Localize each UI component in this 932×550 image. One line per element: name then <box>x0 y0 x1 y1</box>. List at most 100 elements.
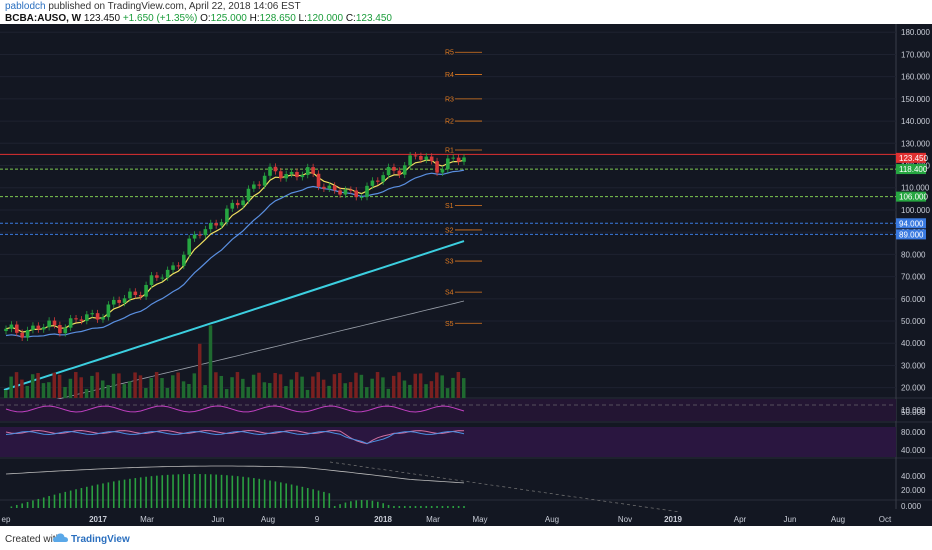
volume-bar-36 <box>198 344 202 398</box>
volume-bar-49 <box>268 383 272 398</box>
volume-bar-13 <box>74 372 78 398</box>
candle-body-20 <box>112 300 116 305</box>
volume-bar-74 <box>403 381 407 398</box>
histogram-bar-15 <box>86 487 88 508</box>
candle-body-61 <box>333 186 337 191</box>
symbol-name[interactable]: BCBA:AUSO, W <box>5 13 81 24</box>
macd-tick-1: 20.000 <box>901 486 926 495</box>
candle-body-4 <box>26 330 30 338</box>
histogram-bar-17 <box>97 485 99 508</box>
candle-body-58 <box>317 174 321 187</box>
volume-bar-76 <box>414 374 418 398</box>
x-tick-11: 2019 <box>664 515 682 524</box>
y-tick-140: 140.000 <box>901 117 930 126</box>
candle-body-74 <box>403 165 407 174</box>
histogram-bar-45 <box>248 477 250 508</box>
candle-body-69 <box>376 181 380 182</box>
pivot-label-S5: S5 <box>445 321 454 328</box>
x-tick-7: Mar <box>426 515 440 524</box>
volume-bar-52 <box>284 386 288 398</box>
x-tick-12: Apr <box>734 515 747 524</box>
histogram-bar-65 <box>355 500 357 508</box>
volume-bar-27 <box>149 378 153 398</box>
histogram-bar-78 <box>425 506 427 508</box>
candle-body-48 <box>263 176 267 186</box>
volume-bar-60 <box>327 386 331 398</box>
histogram-bar-18 <box>102 483 104 508</box>
histogram-bar-77 <box>420 506 422 508</box>
volume-bar-16 <box>90 376 94 398</box>
x-tick-13: Jun <box>784 515 797 524</box>
candle-body-18 <box>101 317 105 319</box>
volume-bar-15 <box>85 389 89 398</box>
histogram-bar-12 <box>70 491 72 508</box>
x-tick-14: Aug <box>831 515 845 524</box>
histogram-bar-68 <box>372 501 374 508</box>
publish-info: pablodch published on TradingView.com, A… <box>5 1 301 13</box>
volume-bar-31 <box>171 375 175 398</box>
publish-text: published on TradingView.com, April 22, … <box>46 1 301 12</box>
chart-canvas[interactable]: 10.000 20.000 30.000 40.000 50.000 60.000 70.0… <box>0 24 932 526</box>
histogram-bar-42 <box>232 476 234 508</box>
candle-body-33 <box>182 255 186 266</box>
volume-bar-51 <box>279 374 283 398</box>
candle-body-52 <box>284 174 288 178</box>
candle-body-19 <box>107 305 111 318</box>
histogram-bar-1 <box>11 506 13 508</box>
low-label: L: <box>299 13 307 24</box>
histogram-bar-71 <box>388 505 390 508</box>
candle-body-79 <box>430 157 434 162</box>
histogram-bar-57 <box>312 489 314 508</box>
histogram-bar-60 <box>328 493 330 508</box>
candle-body-10 <box>58 325 62 333</box>
author-link[interactable]: pablodch <box>5 1 46 12</box>
price-label-2: 106.000 <box>899 193 928 202</box>
volume-bar-41 <box>225 389 229 398</box>
x-tick-9: Aug <box>545 515 559 524</box>
candle-body-50 <box>274 167 278 172</box>
candle-body-77 <box>419 156 423 160</box>
histogram-bar-51 <box>280 482 282 508</box>
candle-body-36 <box>198 235 202 236</box>
volume-bar-14 <box>79 377 83 398</box>
pivot-label-S1: S1 <box>445 203 454 210</box>
candle-body-47 <box>257 184 261 185</box>
histogram-bar-48 <box>264 480 266 508</box>
candle-body-80 <box>435 161 439 172</box>
histogram-bar-84 <box>458 506 460 508</box>
tradingview-brand[interactable]: TradingView <box>71 534 130 545</box>
y-tick-60: 60.000 <box>901 295 926 304</box>
histogram-bar-8 <box>48 496 50 508</box>
volume-bar-73 <box>397 372 401 398</box>
y-tick-160: 160.000 <box>901 73 930 82</box>
histogram-bar-80 <box>436 506 438 508</box>
candle-body-81 <box>441 169 445 172</box>
volume-bar-40 <box>220 376 224 398</box>
histogram-bar-32 <box>178 474 180 508</box>
pivot-label-R5: R5 <box>445 50 454 57</box>
candle-body-8 <box>47 321 51 328</box>
histogram-bar-73 <box>399 506 401 508</box>
histogram-bar-47 <box>258 479 260 508</box>
candle-body-26 <box>144 285 148 297</box>
candle-body-56 <box>306 167 310 175</box>
volume-bar-9 <box>52 373 56 398</box>
volume-bar-34 <box>187 384 191 398</box>
histogram-bar-43 <box>237 476 239 508</box>
candle-body-66 <box>360 197 364 198</box>
y-tick-170: 170.000 <box>901 50 930 59</box>
candle-body-7 <box>42 327 46 329</box>
histogram-bar-82 <box>447 506 449 508</box>
histogram-bar-66 <box>361 500 363 508</box>
candle-body-73 <box>398 171 402 175</box>
pivot-label-R4: R4 <box>445 72 454 79</box>
chart-svg[interactable]: 10.000 20.000 30.000 40.000 50.000 60.000 70.0… <box>0 24 932 526</box>
histogram-bar-70 <box>382 503 384 508</box>
volume-bar-79 <box>430 381 434 398</box>
candle-body-72 <box>392 167 396 171</box>
histogram-bar-50 <box>275 481 277 508</box>
high-value: 128.650 <box>260 13 296 24</box>
histogram-bar-29 <box>161 475 163 508</box>
volume-bar-7 <box>42 383 46 398</box>
y-tick-110: 110.000 <box>901 184 930 193</box>
